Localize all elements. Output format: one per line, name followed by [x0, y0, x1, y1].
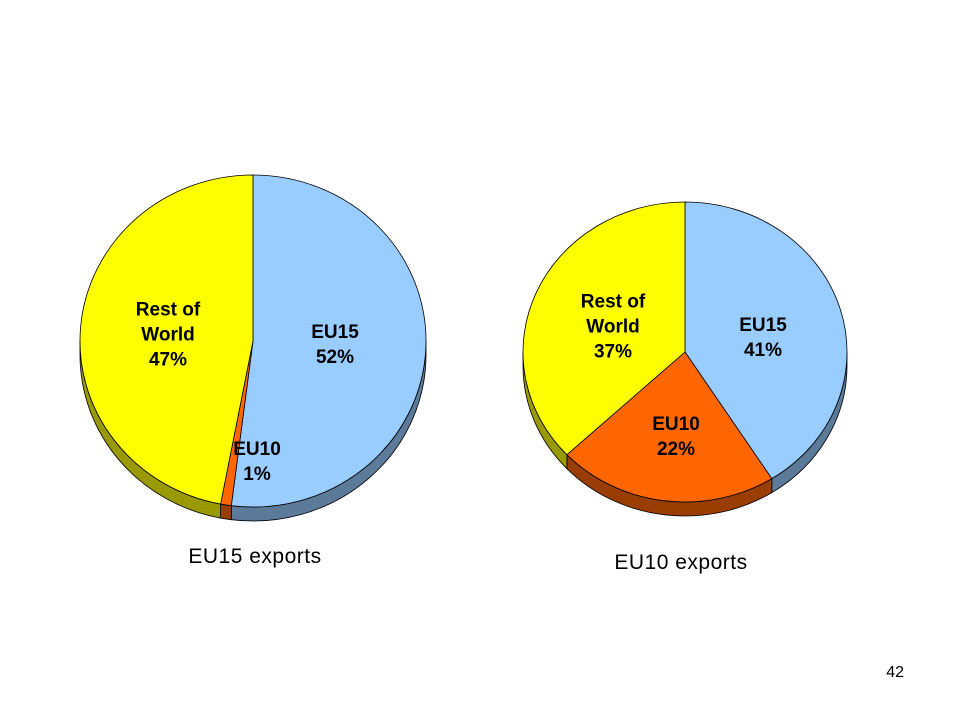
value-label: 22%: [656, 439, 696, 460]
category-label: EU15: [739, 315, 787, 336]
value-label: 52%: [315, 347, 355, 368]
category-label: Rest of World: [580, 291, 646, 338]
slice: [566, 351, 773, 503]
value-label: 41%: [743, 340, 783, 361]
slice: [230, 174, 427, 508]
data-label: EU15 52%: [290, 320, 380, 370]
data-label: Rest of World 37%: [568, 290, 658, 365]
slice: [79, 174, 254, 505]
slice: [684, 201, 848, 480]
category-label: EU10: [233, 439, 281, 460]
value-label: 47%: [148, 349, 188, 371]
page-number: 42: [886, 664, 904, 681]
chart-title: EU10 exports: [614, 551, 748, 574]
data-label: Rest of World 47%: [123, 298, 213, 373]
value-label: 1%: [243, 464, 271, 485]
slice-side: [220, 503, 232, 521]
data-label: EU15 41%: [718, 313, 808, 363]
value-label: 37%: [593, 341, 633, 363]
category-label: EU15: [311, 322, 359, 343]
category-label: Rest of World: [135, 299, 201, 346]
slice: [522, 201, 686, 456]
chart-title: EU15 exports: [188, 545, 322, 568]
data-label: EU10 1%: [212, 437, 302, 487]
data-label: EU10 22%: [631, 412, 721, 462]
category-label: EU10: [652, 414, 700, 435]
